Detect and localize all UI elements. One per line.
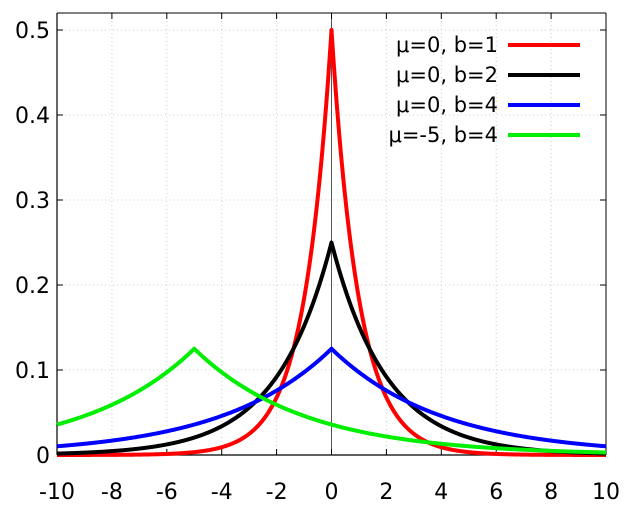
x-tick-label: -8 bbox=[101, 480, 123, 505]
x-tick-label: 4 bbox=[434, 480, 448, 505]
y-tick-label: 0.5 bbox=[15, 19, 50, 44]
x-tick-label: -10 bbox=[39, 480, 75, 505]
tick-labels: -10 -8 -6 -4 -2 0 2 4 6 8 10 0 0.1 0.2 0.3 0.4 0.5 bbox=[15, 19, 620, 505]
y-tick-label: 0.4 bbox=[15, 104, 50, 129]
series-line-2 bbox=[55, 346, 608, 449]
legend-label: μ=-5, b=4 bbox=[388, 123, 498, 147]
y-tick-label: 0.1 bbox=[15, 359, 50, 384]
legend-label: μ=0, b=1 bbox=[396, 33, 498, 57]
legend: μ=0, b=1 μ=0, b=2 μ=0, b=4 μ=-5, b=4 bbox=[388, 33, 580, 147]
x-tick-label: 6 bbox=[489, 480, 503, 505]
y-tick-label: 0.2 bbox=[15, 274, 50, 299]
grid bbox=[56, 13, 607, 456]
series-line-0 bbox=[55, 28, 608, 457]
x-tick-label: 0 bbox=[325, 480, 339, 505]
series-line-3 bbox=[55, 346, 608, 455]
x-tick-label: 2 bbox=[379, 480, 393, 505]
y-tick-label: 0.3 bbox=[15, 189, 50, 214]
legend-label: μ=0, b=2 bbox=[396, 63, 498, 87]
x-tick-label: -2 bbox=[266, 480, 288, 505]
x-tick-label: -4 bbox=[211, 480, 233, 505]
x-tick-label: 10 bbox=[592, 480, 620, 505]
x-tick-label: 8 bbox=[544, 480, 558, 505]
series-lines bbox=[55, 28, 608, 457]
y-tick-label: 0 bbox=[36, 444, 50, 469]
legend-label: μ=0, b=4 bbox=[396, 93, 498, 117]
x-tick-label: -6 bbox=[156, 480, 178, 505]
